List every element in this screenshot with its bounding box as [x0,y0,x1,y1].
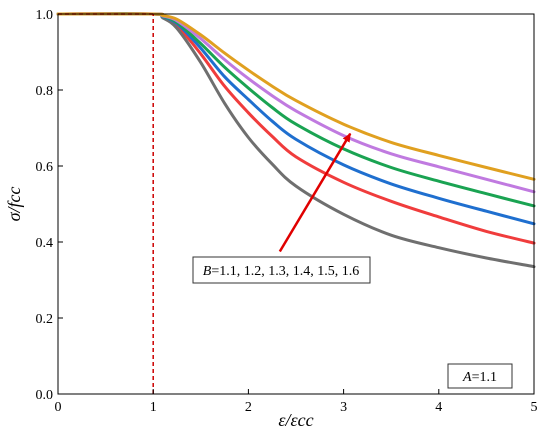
annotation-arrow [278,132,352,253]
y-tick-label: 0.4 [36,236,54,251]
y-axis: 0.0 0.2 0.4 0.6 0.8 1.0 [36,8,63,403]
y-axis-label: σ/fcc [4,187,24,222]
y-tick-label: 1.0 [36,8,54,23]
x-axis-label: ε/εcc [278,410,313,430]
x-axis: 0 1 2 3 4 5 [55,389,538,415]
a-value-label: A=1.1 [462,370,497,385]
plot-frame [57,13,535,395]
a-value-box: A=1.1 [447,363,513,389]
annotation-layer [278,132,352,253]
series-layer [56,12,536,269]
y-tick-label: 0.2 [36,312,54,327]
y-tick-label: 0.6 [36,160,54,175]
x-tick-label: 5 [531,400,538,415]
b-values-label: B=1.1, 1.2, 1.3, 1.4, 1.5, 1.6 [203,264,359,279]
b-values-box: B=1.1, 1.2, 1.3, 1.4, 1.5, 1.6 [192,256,371,284]
x-tick-label: 3 [340,400,347,415]
y-tick-label: 0.8 [36,84,54,99]
x-tick-label: 2 [245,400,252,415]
x-tick-label: 4 [435,400,442,415]
x-tick-label: 0 [55,400,62,415]
series-line-6 [56,12,536,181]
x-tick-label: 1 [150,400,157,415]
y-tick-label: 0.0 [36,388,54,403]
